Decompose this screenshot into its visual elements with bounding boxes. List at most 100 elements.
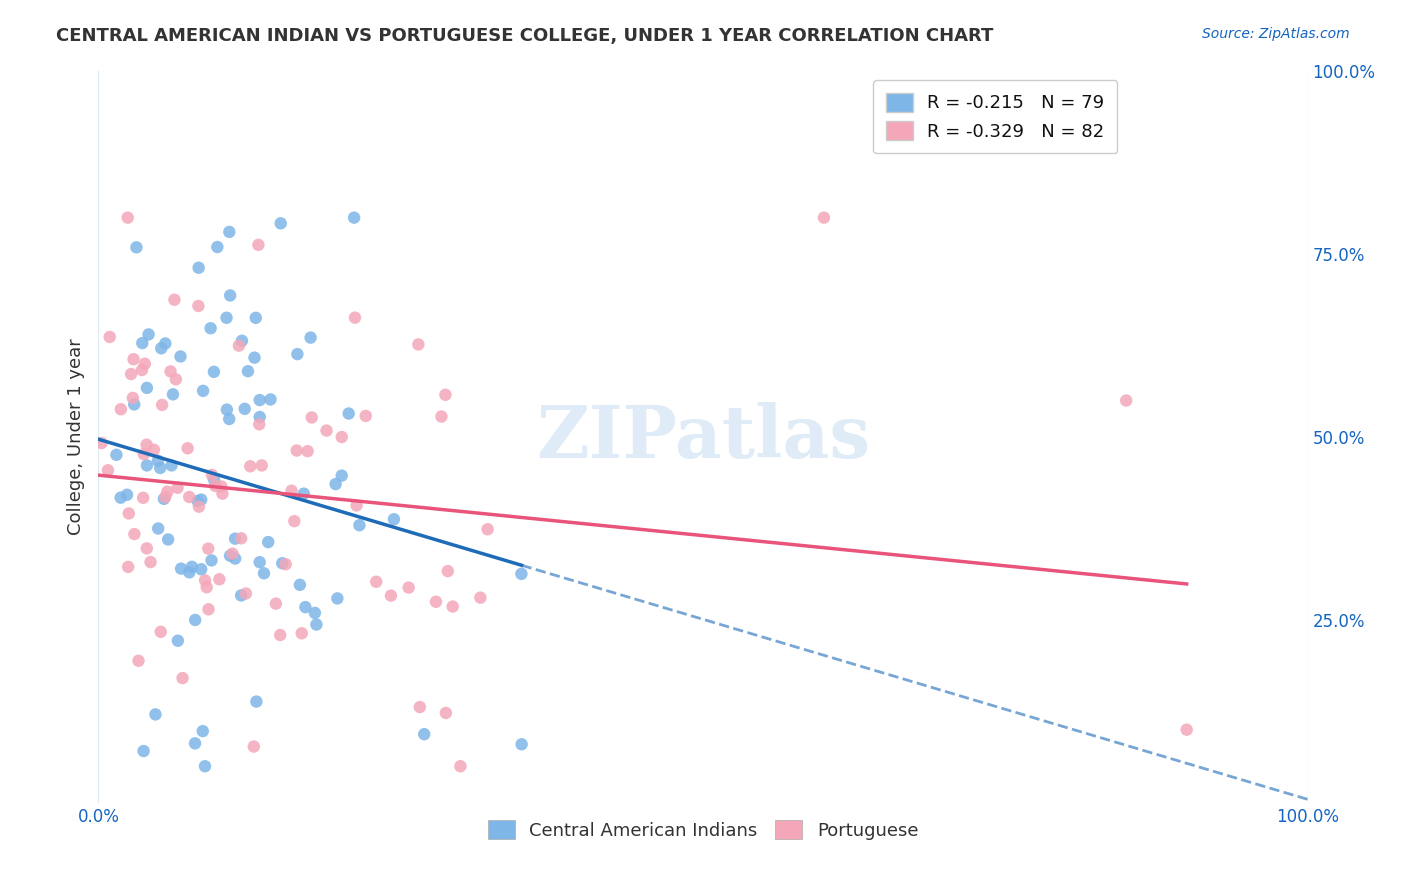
Point xyxy=(195,580,218,594)
Point xyxy=(194,759,217,773)
Point xyxy=(187,500,209,514)
Point xyxy=(398,581,420,595)
Point xyxy=(510,566,533,581)
Point xyxy=(163,293,186,307)
Point xyxy=(434,388,457,402)
Point xyxy=(382,512,405,526)
Point xyxy=(280,483,302,498)
Point xyxy=(153,491,176,506)
Point xyxy=(142,442,165,457)
Y-axis label: College, Under 1 year: College, Under 1 year xyxy=(66,339,84,535)
Point xyxy=(470,591,492,605)
Point xyxy=(235,586,257,600)
Point xyxy=(209,479,232,493)
Point xyxy=(160,458,183,473)
Point xyxy=(343,211,366,225)
Point xyxy=(233,401,256,416)
Point xyxy=(172,671,194,685)
Point xyxy=(249,555,271,569)
Point xyxy=(269,628,291,642)
Point xyxy=(221,547,243,561)
Point xyxy=(121,391,143,405)
Point xyxy=(297,444,319,458)
Point xyxy=(135,381,157,395)
Point xyxy=(131,336,153,351)
Point xyxy=(430,409,453,424)
Point xyxy=(146,454,169,468)
Point xyxy=(132,491,155,505)
Point xyxy=(132,447,155,461)
Point xyxy=(326,591,349,606)
Point xyxy=(231,531,253,545)
Point xyxy=(231,334,253,348)
Point xyxy=(229,589,252,603)
Point xyxy=(118,507,141,521)
Point xyxy=(288,578,311,592)
Point xyxy=(349,518,371,533)
Point xyxy=(117,560,139,574)
Point xyxy=(337,407,360,421)
Point xyxy=(380,589,402,603)
Point xyxy=(190,562,212,576)
Point xyxy=(184,613,207,627)
Point xyxy=(294,600,316,615)
Point xyxy=(184,736,207,750)
Point xyxy=(179,566,201,580)
Point xyxy=(194,574,217,588)
Point xyxy=(215,402,238,417)
Point xyxy=(176,442,198,456)
Point xyxy=(131,363,153,377)
Point xyxy=(242,739,264,754)
Point xyxy=(271,556,294,570)
Point xyxy=(167,633,190,648)
Point xyxy=(135,458,157,473)
Point xyxy=(218,412,240,426)
Point xyxy=(343,310,366,325)
Point xyxy=(283,514,305,528)
Point xyxy=(247,417,270,432)
Point xyxy=(315,424,337,438)
Point xyxy=(247,237,270,252)
Point xyxy=(249,410,271,425)
Text: CENTRAL AMERICAN INDIAN VS PORTUGUESE COLLEGE, UNDER 1 YEAR CORRELATION CHART: CENTRAL AMERICAN INDIAN VS PORTUGUESE CO… xyxy=(56,27,994,45)
Point xyxy=(449,759,471,773)
Point xyxy=(201,467,224,482)
Point xyxy=(285,347,308,361)
Point xyxy=(436,564,458,578)
Point xyxy=(139,555,162,569)
Point xyxy=(434,706,457,720)
Point xyxy=(122,397,145,411)
Point xyxy=(1175,723,1198,737)
Point xyxy=(477,522,499,536)
Point xyxy=(408,337,430,351)
Point xyxy=(409,700,432,714)
Point xyxy=(180,559,202,574)
Point xyxy=(236,364,259,378)
Point xyxy=(125,240,148,254)
Point xyxy=(1115,393,1137,408)
Point xyxy=(270,216,292,230)
Text: Source: ZipAtlas.com: Source: ZipAtlas.com xyxy=(1202,27,1350,41)
Point xyxy=(187,299,209,313)
Point xyxy=(132,744,155,758)
Point xyxy=(122,352,145,367)
Point xyxy=(135,541,157,556)
Point xyxy=(190,492,212,507)
Point xyxy=(162,387,184,401)
Point xyxy=(149,461,172,475)
Point xyxy=(207,240,229,254)
Point xyxy=(155,490,177,504)
Point xyxy=(115,488,138,502)
Point xyxy=(218,225,240,239)
Point xyxy=(149,624,172,639)
Point xyxy=(135,438,157,452)
Point xyxy=(191,724,214,739)
Point xyxy=(134,357,156,371)
Point xyxy=(224,551,246,566)
Point xyxy=(166,481,188,495)
Point xyxy=(169,350,191,364)
Point xyxy=(215,310,238,325)
Point xyxy=(219,549,242,563)
Point xyxy=(157,533,180,547)
Point xyxy=(441,599,464,614)
